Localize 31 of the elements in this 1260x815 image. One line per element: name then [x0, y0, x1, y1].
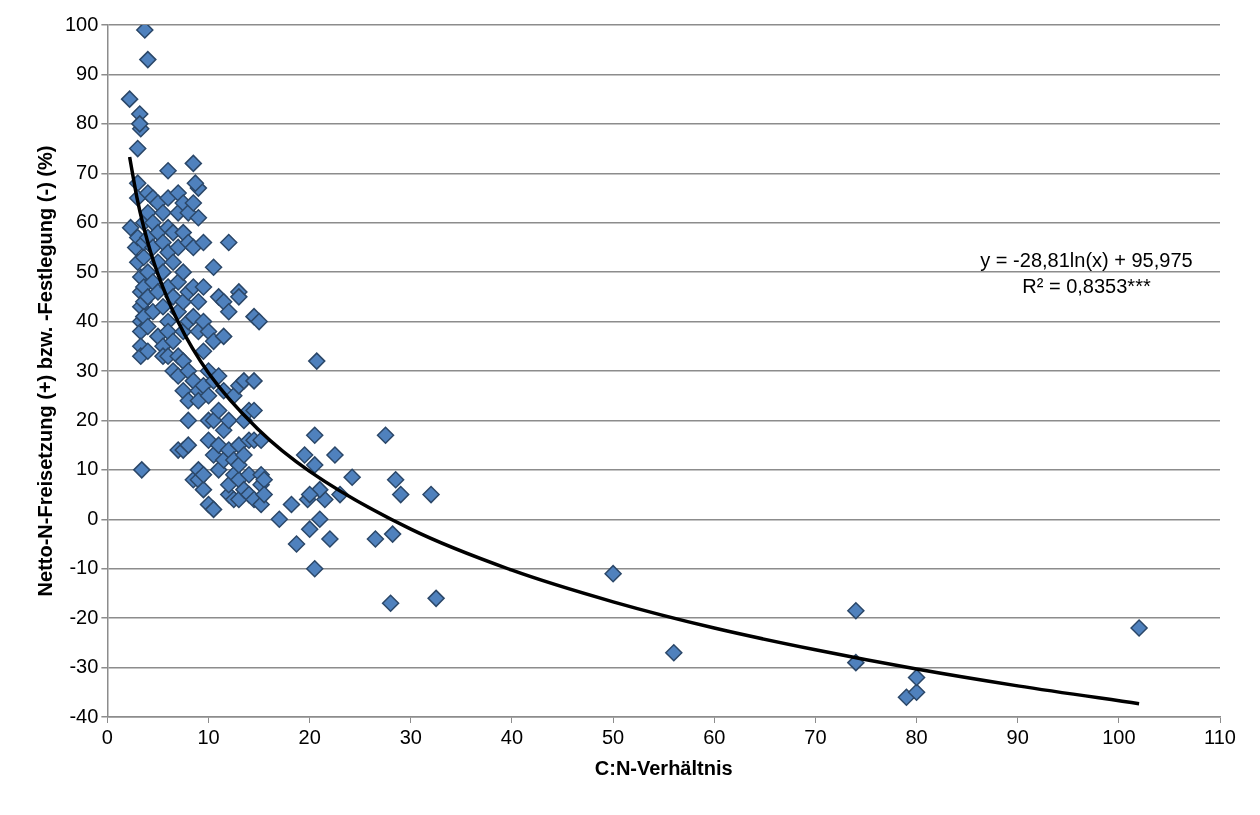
x-tick-label: 30: [399, 725, 422, 748]
x-tick-label: 20: [298, 725, 321, 748]
y-tick-label: 30: [76, 358, 99, 381]
x-tick-label: 60: [703, 725, 726, 748]
y-tick-label: 100: [64, 12, 99, 35]
y-tick-label: 10: [76, 457, 99, 480]
x-tick-label: 100: [1102, 725, 1136, 748]
y-tick-label: 70: [76, 160, 99, 183]
y-tick-label: 60: [76, 210, 99, 233]
y-tick-label: 50: [76, 259, 99, 282]
y-axis-title: Netto-N-Freisetzung (+) bzw. -Festlegung (-) (%): [33, 145, 56, 597]
x-tick-label: 70: [804, 725, 827, 748]
x-tick-label: 10: [197, 725, 220, 748]
x-axis-title: C:N-Verhältnis: [594, 756, 733, 779]
y-tick-label: 80: [76, 111, 99, 134]
y-tick-label: 90: [76, 61, 99, 84]
y-tick-label: 40: [76, 309, 99, 332]
y-tick-label: 0: [87, 506, 99, 529]
y-tick-label: -20: [69, 605, 99, 628]
x-tick-label: 50: [601, 725, 625, 748]
y-tick-label: -40: [69, 704, 99, 727]
annotation: R² = 0,8353***: [1022, 275, 1151, 298]
y-tick-label: -10: [69, 556, 99, 579]
x-tick-label: 80: [905, 725, 928, 748]
x-tick-label: 90: [1006, 725, 1029, 748]
y-tick-label: -30: [69, 655, 99, 678]
y-tick-label: 20: [76, 407, 99, 430]
x-tick-label: 110: [1204, 725, 1236, 748]
x-tick-label: 40: [500, 725, 524, 748]
x-tick-label: 0: [101, 725, 113, 748]
annotation: y = -28,81ln(x) + 95,975: [980, 249, 1193, 272]
